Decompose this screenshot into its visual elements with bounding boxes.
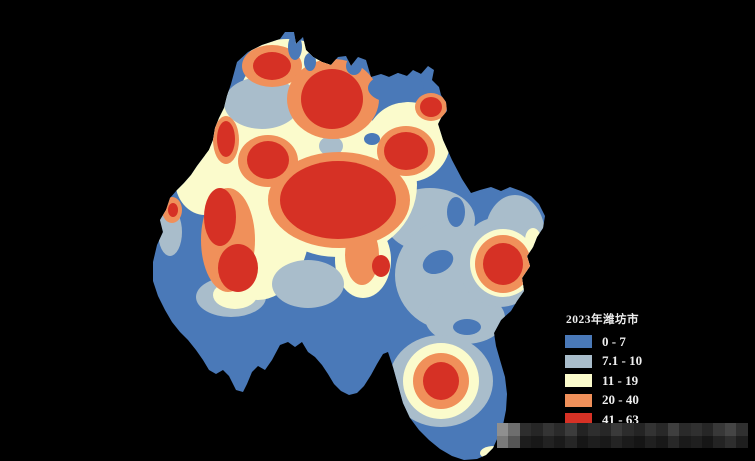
mosaic-block [508, 423, 520, 436]
legend-item: 11 - 19 [565, 372, 642, 388]
mosaic-block [645, 435, 657, 448]
mosaic-block [610, 423, 623, 436]
mosaic-block [724, 435, 737, 448]
legend-swatch [565, 374, 592, 387]
mosaic-block [633, 423, 646, 436]
mosaic-block [531, 435, 543, 448]
mosaic-block [497, 435, 509, 448]
legend-label: 7.1 - 10 [602, 353, 643, 368]
map-region-41-63 [168, 52, 523, 400]
mosaic-block [588, 423, 600, 436]
legend-swatch [565, 413, 592, 426]
mosaic-block [622, 435, 634, 448]
mosaic-block [736, 435, 748, 448]
legend-items: 0 - 7 7.1 - 10 11 - 19 20 - 40 41 - 63 [565, 333, 643, 427]
mosaic-block [576, 423, 589, 436]
mosaic-block [599, 423, 611, 436]
mosaic-block [553, 423, 566, 436]
mosaic-block [599, 435, 611, 448]
mosaic-block [713, 435, 725, 448]
mosaic-block [736, 423, 748, 436]
mosaic-block [622, 423, 634, 436]
mosaic-block [565, 423, 577, 436]
mosaic-block [508, 435, 520, 448]
watermark-mosaic [497, 423, 748, 448]
legend-title: 2023年潍坊市 [566, 314, 639, 326]
mosaic-block [667, 435, 680, 448]
legend-item: 0 - 7 [565, 333, 642, 349]
mosaic-block [531, 423, 543, 436]
legend-swatch [565, 335, 592, 348]
legend-label: 20 - 40 [602, 392, 639, 407]
mosaic-block [702, 435, 714, 448]
mosaic-block [553, 435, 566, 448]
legend-label: 0 - 7 [602, 333, 626, 349]
legend-label: 11 - 19 [602, 372, 639, 388]
mosaic-block [656, 423, 668, 436]
mosaic-block [690, 423, 703, 436]
mosaic-block [690, 435, 703, 448]
mosaic-block [679, 423, 691, 436]
mosaic-block [497, 423, 509, 436]
mosaic-block [610, 435, 623, 448]
legend-item: 20 - 40 [565, 392, 642, 407]
mosaic-block [542, 435, 554, 448]
legend-label: 41 - 63 [602, 411, 639, 427]
mosaic-block [645, 423, 657, 436]
legend-swatch [565, 354, 592, 368]
mosaic-block [519, 423, 532, 436]
mosaic-block [576, 435, 589, 448]
legend-item: 41 - 63 [565, 411, 642, 427]
mosaic-block [713, 423, 725, 436]
mosaic-block [679, 435, 691, 448]
mosaic-block [656, 435, 668, 448]
mosaic-block [724, 423, 737, 436]
mosaic-block [542, 423, 554, 436]
mosaic-block [588, 435, 600, 448]
mosaic-block [565, 435, 577, 448]
legend-swatch [565, 393, 592, 407]
mosaic-block [667, 423, 680, 436]
mosaic-block [519, 435, 532, 448]
map-region-7-10-over [224, 77, 365, 308]
legend: 2023年潍坊市 0 - 7 7.1 - 10 11 - 19 20 - 40 41 -… [565, 311, 642, 433]
legend-item: 7.1 - 10 [565, 353, 643, 368]
mosaic-block [633, 435, 646, 448]
mosaic-block [702, 423, 714, 436]
